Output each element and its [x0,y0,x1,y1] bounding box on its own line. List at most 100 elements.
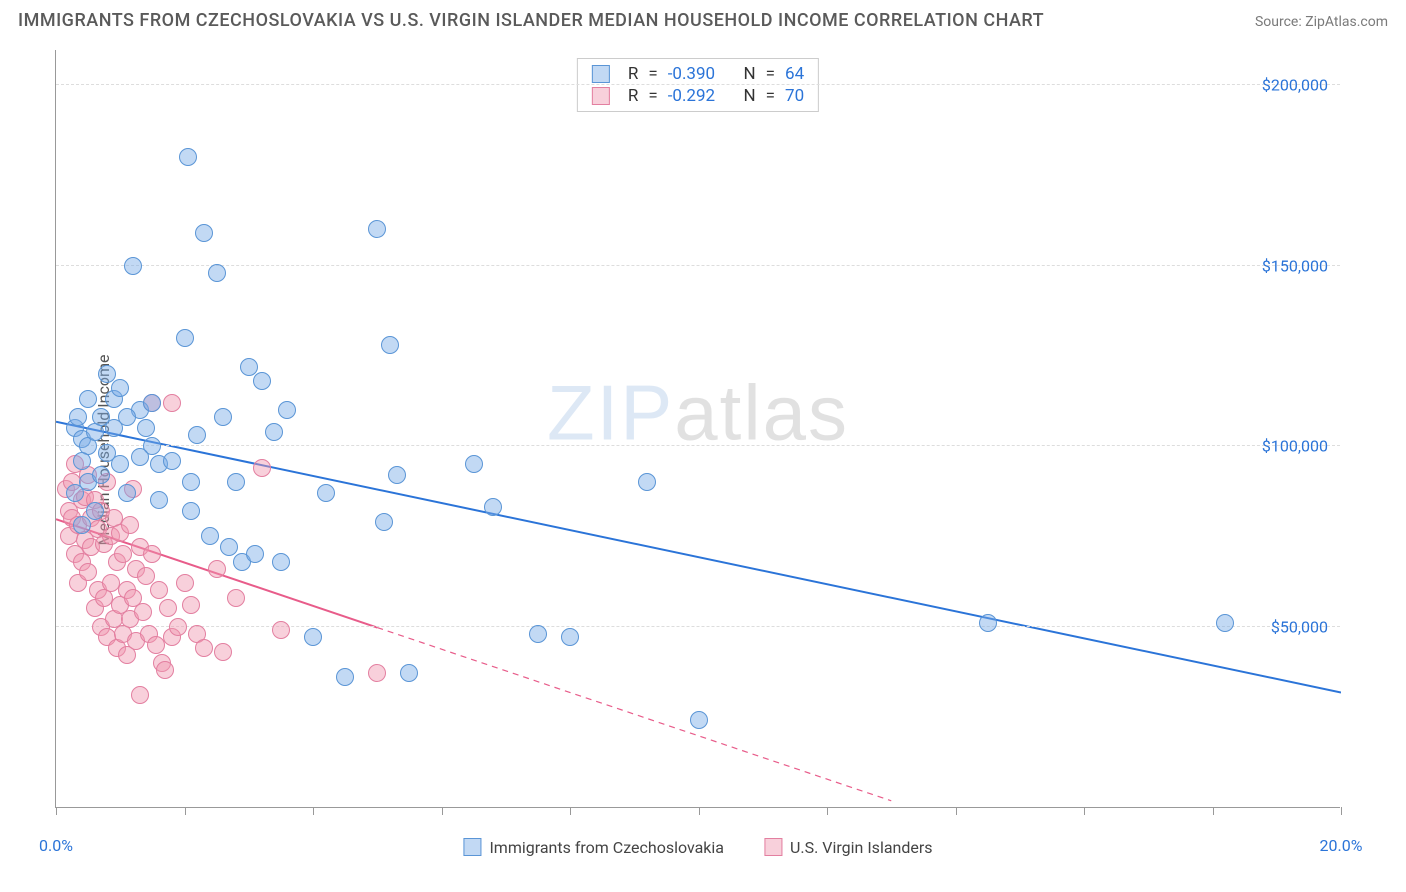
scatter-point-usvi [182,596,200,614]
scatter-point-czech [388,466,406,484]
scatter-point-usvi [134,603,152,621]
scatter-point-usvi [214,643,232,661]
scatter-point-czech [182,502,200,520]
scatter-point-czech [179,148,197,166]
scatter-point-czech [69,408,87,426]
scatter-point-usvi [176,574,194,592]
y-tick-label: $200,000 [1262,76,1328,95]
x-tick [1084,807,1085,815]
legend-label-czech: Immigrants from Czechoslovakia [489,838,724,857]
scatter-point-czech [92,466,110,484]
chart-container: Median Household Income ZIPatlas R = -0.… [0,40,1406,860]
y-tick-label: $100,000 [1262,437,1328,456]
chart-title: IMMIGRANTS FROM CZECHOSLOVAKIA VS U.S. V… [18,10,1044,31]
swatch-czech [592,65,610,83]
scatter-point-usvi [131,686,149,704]
x-tick [1341,807,1342,815]
scatter-point-usvi [169,618,187,636]
r-label: R [628,86,638,106]
series-legend: Immigrants from Czechoslovakia U.S. Virg… [463,838,932,857]
scatter-point-usvi [150,581,168,599]
scatter-point-usvi [163,394,181,412]
scatter-point-czech [220,538,238,556]
scatter-point-czech [484,498,502,516]
n-label: N [744,64,756,84]
scatter-point-czech [118,484,136,502]
n-label: N [744,86,756,106]
scatter-point-usvi [195,639,213,657]
scatter-point-usvi [121,516,139,534]
swatch-usvi [592,87,610,105]
swatch-czech [463,838,481,856]
scatter-point-czech [253,372,271,390]
scatter-point-czech [336,668,354,686]
scatter-point-czech [240,358,258,376]
scatter-point-czech [124,257,142,275]
x-tick-label: 20.0% [1320,836,1363,855]
r-label: R [628,64,638,84]
scatter-point-czech [73,452,91,470]
x-tick [699,807,700,815]
scatter-point-czech [400,664,418,682]
scatter-point-czech [131,448,149,466]
scatter-point-czech [137,419,155,437]
x-tick-label: 0.0% [39,836,73,855]
r-value-usvi: -0.292 [668,86,715,106]
regression-line [377,628,891,801]
scatter-point-czech [265,423,283,441]
x-tick [827,807,828,815]
x-tick [56,807,57,815]
scatter-point-czech [246,545,264,563]
equals-sign: = [766,64,775,84]
scatter-point-czech [118,408,136,426]
scatter-point-czech [79,390,97,408]
scatter-point-czech [73,516,91,534]
scatter-point-czech [278,401,296,419]
scatter-point-czech [465,455,483,473]
scatter-point-usvi [79,563,97,581]
scatter-point-czech [111,379,129,397]
scatter-point-czech [143,394,161,412]
gridline-h [56,626,1340,627]
scatter-point-czech [317,484,335,502]
n-value-czech: 64 [785,64,804,84]
x-tick [185,807,186,815]
correlation-row-czech: R = -0.390 N = 64 [592,63,804,85]
scatter-point-czech [690,711,708,729]
x-tick [442,807,443,815]
gridline-h [56,265,1340,266]
scatter-point-usvi [253,459,271,477]
gridline-h [56,84,1340,85]
scatter-point-czech [188,426,206,444]
scatter-point-czech [381,336,399,354]
legend-item-czech: Immigrants from Czechoslovakia [463,838,724,857]
watermark-atlas: atlas [674,369,849,457]
scatter-point-czech [214,408,232,426]
scatter-point-czech [375,513,393,531]
source-value: ZipAtlas.com [1305,14,1388,30]
scatter-point-czech [561,628,579,646]
legend-item-usvi: U.S. Virgin Islanders [764,838,933,857]
y-tick-label: $50,000 [1271,617,1328,636]
correlation-row-usvi: R = -0.292 N = 70 [592,85,804,107]
plot-area: ZIPatlas R = -0.390 N = 64 R = -0.292 N [55,50,1340,808]
scatter-point-czech [111,455,129,473]
scatter-point-czech [150,491,168,509]
scatter-point-usvi [159,599,177,617]
watermark-zip: ZIP [547,369,674,457]
scatter-point-czech [182,473,200,491]
equals-sign: = [648,64,657,84]
scatter-point-usvi [208,560,226,578]
scatter-point-czech [638,473,656,491]
scatter-point-czech [272,553,290,571]
scatter-point-czech [1216,614,1234,632]
scatter-point-usvi [272,621,290,639]
scatter-point-czech [195,224,213,242]
source-attribution: Source: ZipAtlas.com [1255,14,1388,30]
scatter-point-usvi [137,567,155,585]
scatter-point-czech [208,264,226,282]
scatter-point-czech [304,628,322,646]
scatter-point-czech [86,502,104,520]
scatter-point-usvi [143,545,161,563]
legend-label-usvi: U.S. Virgin Islanders [790,838,933,857]
